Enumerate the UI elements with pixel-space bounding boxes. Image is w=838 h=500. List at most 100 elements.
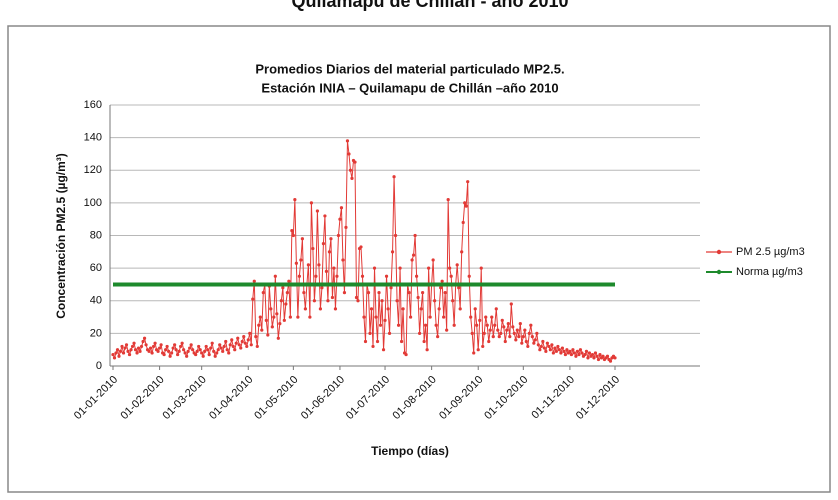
data-point bbox=[323, 214, 327, 218]
data-point bbox=[449, 274, 453, 278]
data-point bbox=[442, 315, 446, 319]
data-point bbox=[309, 201, 313, 205]
data-point bbox=[282, 318, 286, 322]
data-point bbox=[254, 335, 258, 339]
data-point bbox=[285, 290, 289, 295]
data-point bbox=[222, 344, 226, 349]
data-point bbox=[427, 266, 431, 270]
data-point bbox=[303, 307, 307, 311]
data-point bbox=[503, 339, 507, 344]
data-point bbox=[314, 274, 318, 278]
data-point bbox=[399, 339, 404, 344]
data-point bbox=[372, 266, 377, 270]
data-point bbox=[320, 286, 324, 290]
data-point bbox=[182, 348, 186, 352]
data-point bbox=[369, 307, 374, 311]
data-point bbox=[506, 321, 510, 326]
data-point bbox=[485, 323, 489, 327]
data-point bbox=[526, 344, 530, 349]
data-point bbox=[544, 349, 548, 353]
data-point bbox=[596, 357, 601, 362]
data-point bbox=[264, 318, 268, 322]
data-point bbox=[521, 335, 525, 339]
data-point bbox=[568, 349, 572, 353]
data-point bbox=[478, 318, 482, 322]
data-point bbox=[499, 331, 503, 335]
data-point bbox=[384, 274, 389, 278]
data-point bbox=[261, 290, 265, 295]
data-point bbox=[186, 349, 190, 353]
data-point bbox=[156, 349, 160, 353]
data-point bbox=[523, 328, 527, 332]
data-point bbox=[345, 139, 350, 143]
data-point bbox=[330, 295, 335, 300]
data-point bbox=[505, 328, 509, 332]
data-point bbox=[386, 307, 390, 311]
data-point bbox=[183, 351, 187, 355]
data-point bbox=[590, 352, 595, 357]
data-point bbox=[297, 274, 301, 278]
data-point bbox=[341, 258, 345, 262]
data-point bbox=[198, 348, 202, 352]
data-point bbox=[335, 274, 339, 278]
data-point bbox=[496, 328, 500, 332]
data-point bbox=[195, 349, 199, 353]
data-point bbox=[234, 341, 238, 345]
data-point bbox=[514, 338, 518, 342]
data-point bbox=[356, 299, 360, 303]
data-point bbox=[443, 290, 447, 295]
data-point bbox=[410, 258, 414, 262]
x-tick-label: 01-02-2010 bbox=[118, 374, 166, 422]
data-point bbox=[251, 297, 255, 301]
data-point bbox=[326, 299, 330, 303]
data-point bbox=[529, 323, 533, 327]
data-point bbox=[592, 356, 596, 360]
data-point bbox=[233, 348, 237, 352]
data-point bbox=[240, 339, 244, 344]
series-line bbox=[112, 140, 616, 363]
data-point bbox=[111, 352, 115, 357]
data-point bbox=[230, 338, 234, 342]
data-point bbox=[458, 307, 462, 311]
data-point bbox=[117, 354, 121, 358]
data-point bbox=[168, 354, 172, 358]
data-point bbox=[415, 274, 419, 278]
data-point bbox=[135, 351, 139, 355]
data-point bbox=[284, 302, 288, 306]
data-point bbox=[377, 290, 381, 295]
data-point bbox=[560, 346, 564, 350]
x-tick-label: 01-11-2010 bbox=[529, 374, 577, 422]
data-point bbox=[598, 352, 602, 357]
data-point bbox=[219, 346, 223, 350]
data-point bbox=[255, 344, 259, 349]
data-point bbox=[321, 242, 326, 246]
data-point bbox=[593, 351, 598, 355]
data-point bbox=[215, 351, 219, 355]
data-point bbox=[242, 335, 246, 339]
data-point bbox=[123, 346, 127, 350]
data-point bbox=[353, 160, 357, 164]
y-tick-label: 140 bbox=[84, 132, 102, 144]
data-point bbox=[173, 343, 177, 347]
data-point bbox=[559, 351, 563, 355]
data-point bbox=[395, 299, 399, 303]
data-point bbox=[216, 348, 220, 352]
data-point bbox=[418, 331, 422, 335]
data-point bbox=[338, 217, 342, 221]
data-point bbox=[380, 299, 384, 303]
data-point bbox=[213, 354, 217, 358]
legend-label: PM 2.5 µg/m3 bbox=[736, 246, 805, 258]
data-point bbox=[587, 351, 592, 355]
x-tick-label: 01-01-2010 bbox=[72, 374, 120, 422]
data-point bbox=[258, 315, 262, 319]
data-point bbox=[294, 261, 298, 265]
data-point bbox=[281, 286, 285, 290]
data-point bbox=[266, 333, 270, 337]
data-point bbox=[411, 253, 416, 257]
data-point bbox=[575, 349, 580, 353]
data-point bbox=[212, 349, 216, 353]
data-point bbox=[150, 351, 154, 355]
data-point bbox=[508, 335, 512, 339]
x-tick-label: 01-05-2010 bbox=[252, 374, 300, 422]
data-point bbox=[469, 315, 473, 319]
